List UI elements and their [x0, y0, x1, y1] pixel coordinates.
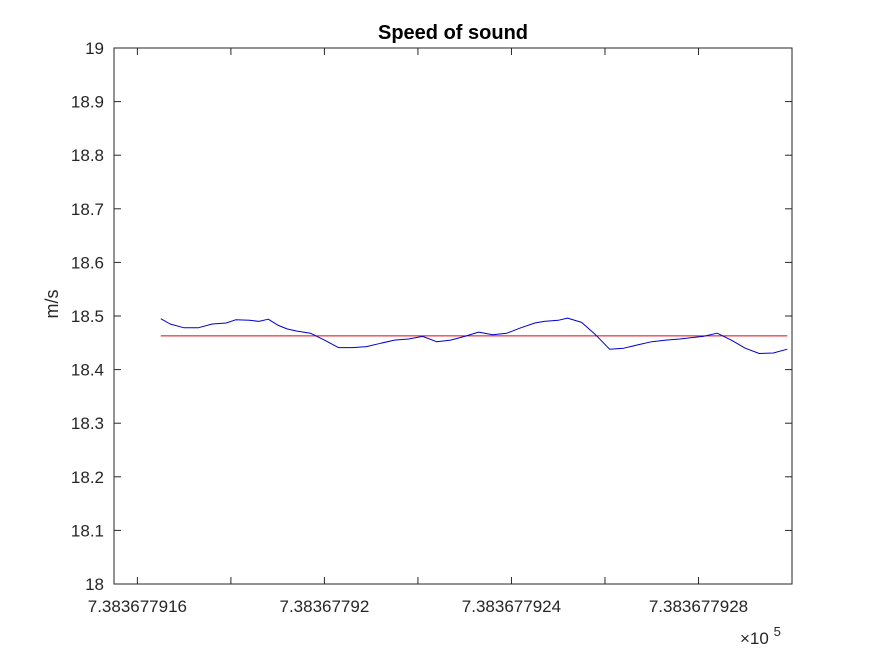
x-tick-label: 7.383677928 — [649, 597, 748, 616]
y-tick-label: 18.7 — [71, 200, 104, 219]
ticks-layer: 18 18.1 18.2 18.3 18.4 18.5 18.6 18.7 18.8 18.9 19… — [71, 39, 792, 616]
y-tick-label: 18.8 — [71, 146, 104, 165]
x-tick-label: 7.383677924 — [462, 597, 561, 616]
y-axis-title: m/s — [42, 290, 62, 319]
y-tick-label: 18.1 — [71, 521, 104, 540]
x-axis-exponent-power: 5 — [774, 624, 781, 639]
x-tick-label: 7.383677916 — [88, 597, 187, 616]
x-axis-exponent-base: ×10 — [740, 629, 769, 648]
series-line — [160, 317, 788, 354]
y-tick-label: 18.5 — [71, 307, 104, 326]
y-tick-label: 18.3 — [71, 414, 104, 433]
marks-layer — [160, 317, 788, 354]
y-tick-label: 18.6 — [71, 253, 104, 272]
y-tick-label: 18 — [85, 575, 104, 594]
chart-title: Speed of sound — [378, 22, 528, 44]
x-axis-exponent: ×10 5 — [740, 624, 781, 648]
y-tick-label: 18.4 — [71, 361, 104, 380]
y-tick-label: 18.2 — [71, 468, 104, 487]
plot-area — [114, 48, 792, 584]
x-tick-label: 7.38367792 — [279, 597, 369, 616]
y-tick-label: 19 — [85, 39, 104, 58]
y-tick-label: 18.9 — [71, 93, 104, 112]
